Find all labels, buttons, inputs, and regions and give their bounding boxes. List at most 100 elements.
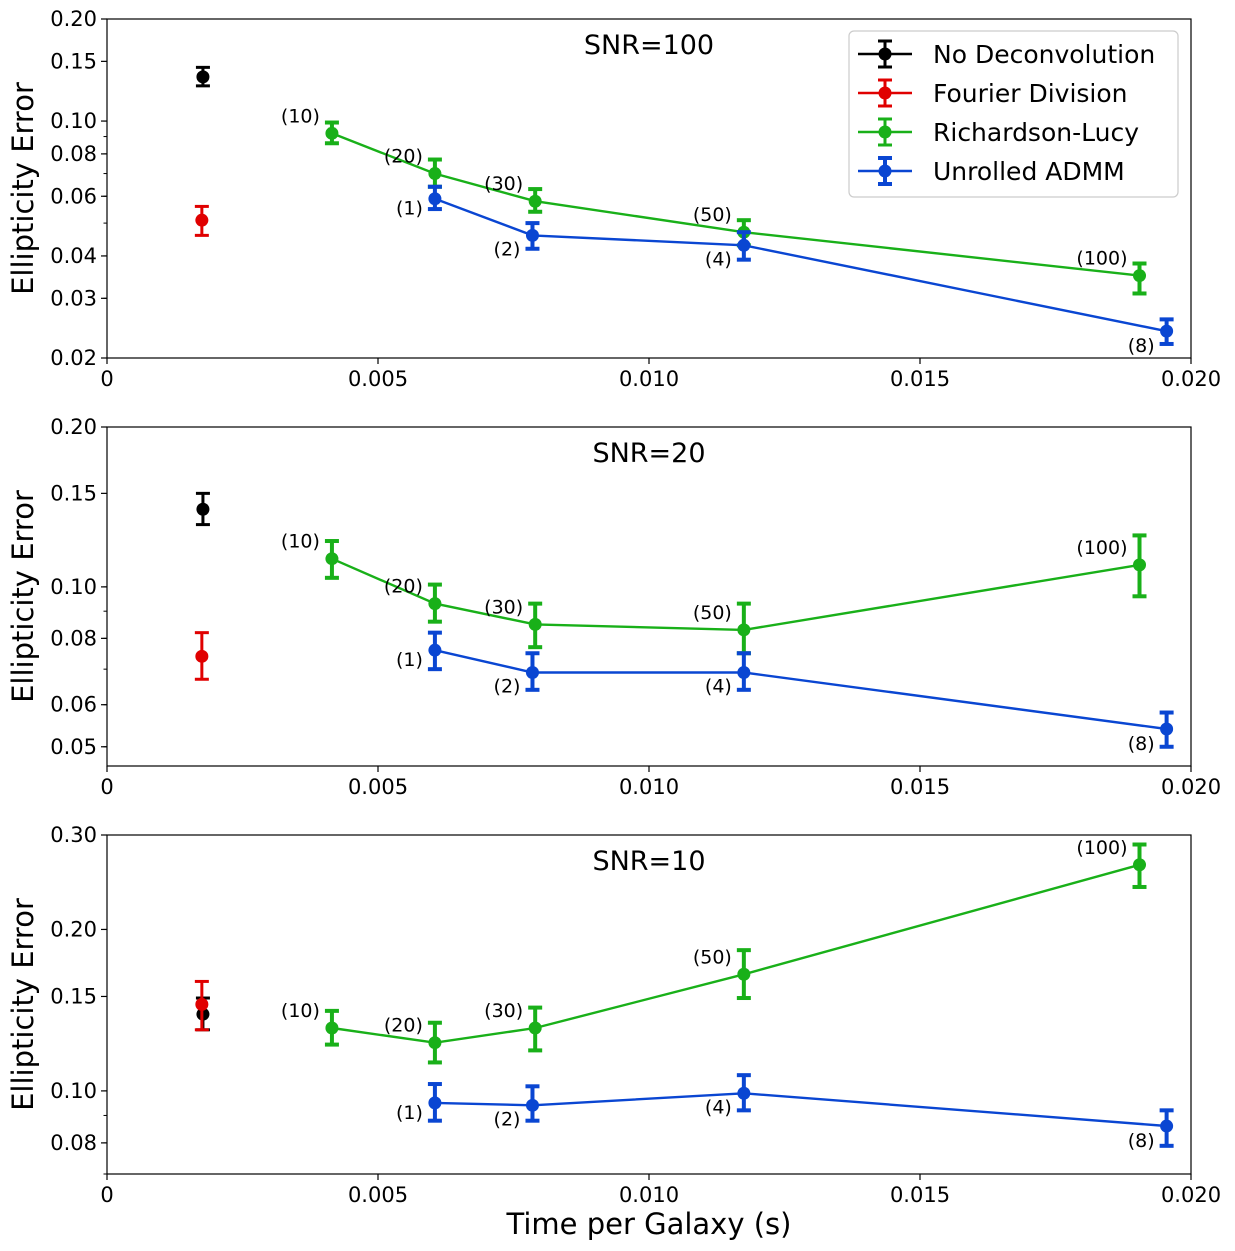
data-label: (4) bbox=[705, 675, 732, 697]
y-axis-label: Ellipticity Error bbox=[6, 898, 40, 1111]
data-point bbox=[1133, 558, 1147, 572]
chart-panel-snr-100: 0 0.005 0.010 0.015 0.020 0.02 0.03 0.04 0.06 0.0… bbox=[6, 7, 1221, 391]
data-label: (20) bbox=[384, 146, 423, 168]
y-tick-label: 0.05 bbox=[50, 735, 97, 759]
legend-entry-unrolled-admm: Unrolled ADMM bbox=[858, 156, 1125, 186]
series-unrolled-admm: (1) (2) (4) (8) bbox=[396, 630, 1174, 755]
data-label: (1) bbox=[396, 649, 423, 671]
data-point bbox=[525, 228, 539, 242]
x-tick-label: 0 bbox=[100, 367, 113, 391]
plot-frame bbox=[106, 834, 1192, 1175]
data-label: (10) bbox=[281, 105, 320, 127]
y-axis-label: Ellipticity Error bbox=[6, 82, 40, 295]
data-point bbox=[196, 502, 210, 516]
data-point bbox=[195, 997, 209, 1011]
y-tick-label: 0.04 bbox=[50, 244, 97, 268]
x-tick-label: 0 bbox=[100, 1183, 113, 1207]
data-point bbox=[1133, 858, 1147, 872]
data-point bbox=[325, 126, 339, 140]
y-tick-label: 0.10 bbox=[50, 1079, 97, 1103]
x-tick-label: 0.005 bbox=[348, 1183, 408, 1207]
data-label: (30) bbox=[484, 1000, 523, 1022]
series-fourier-division bbox=[194, 631, 209, 681]
data-label: (8) bbox=[1128, 335, 1155, 357]
legend-box bbox=[848, 30, 1179, 198]
series-fourier-division bbox=[194, 979, 209, 1032]
chart-title: SNR=100 bbox=[584, 30, 714, 61]
legend-marker bbox=[878, 164, 892, 178]
y-tick-label: 0.06 bbox=[50, 184, 97, 208]
data-label: (30) bbox=[484, 596, 523, 618]
series-richardson-lucy: (10) (20) (30) (50) (100) bbox=[281, 105, 1147, 296]
legend-label: Richardson-Lucy bbox=[933, 118, 1139, 147]
data-label: (4) bbox=[705, 248, 732, 270]
data-label: (1) bbox=[396, 198, 423, 220]
x-tick-label: 0.020 bbox=[1161, 775, 1221, 799]
x-tick-label: 0.020 bbox=[1161, 367, 1221, 391]
data-point bbox=[428, 1036, 442, 1050]
series-unrolled-admm: (1) (2) (4) (8) bbox=[396, 1073, 1174, 1152]
series-line bbox=[434, 197, 1167, 333]
data-point bbox=[737, 665, 751, 679]
data-label: (1) bbox=[396, 1102, 423, 1124]
data-point bbox=[325, 1021, 339, 1035]
chart-panel-snr-20: 0 0.005 0.010 0.015 0.020 0.05 0.06 0.08 0.10 0.1… bbox=[6, 415, 1221, 799]
legend-marker bbox=[878, 47, 892, 61]
chart-title: SNR=10 bbox=[592, 846, 705, 877]
data-label: (20) bbox=[384, 1015, 423, 1037]
legend-marker bbox=[878, 125, 892, 139]
data-point bbox=[525, 665, 539, 679]
y-tick-label: 0.20 bbox=[50, 917, 97, 941]
x-tick-label: 0.015 bbox=[890, 775, 950, 799]
legend: No Deconvolution Fourier Division Richards… bbox=[848, 30, 1179, 198]
data-point bbox=[525, 1098, 539, 1112]
legend-label: Fourier Division bbox=[933, 79, 1128, 108]
data-point bbox=[528, 1021, 542, 1035]
data-label: (10) bbox=[281, 1000, 320, 1022]
data-label: (4) bbox=[705, 1096, 732, 1118]
data-point bbox=[325, 552, 339, 566]
legend-label: Unrolled ADMM bbox=[933, 157, 1125, 186]
data-point bbox=[1160, 1119, 1174, 1133]
data-point bbox=[195, 649, 209, 663]
data-label: (100) bbox=[1076, 537, 1127, 559]
chart-title: SNR=20 bbox=[592, 438, 705, 469]
y-tick-label: 0.08 bbox=[50, 626, 97, 650]
x-tick-label: 0 bbox=[100, 775, 113, 799]
data-label: (2) bbox=[494, 1108, 521, 1130]
data-point bbox=[737, 1086, 751, 1100]
data-point bbox=[428, 192, 442, 206]
series-line bbox=[331, 863, 1140, 1044]
chart-panel-snr-10: 0 0.005 0.010 0.015 0.020 0.08 0.10 0.15 0.20 0.3… bbox=[6, 823, 1221, 1207]
y-tick-label: 0.02 bbox=[50, 346, 97, 370]
data-point bbox=[737, 623, 751, 637]
series-line bbox=[331, 557, 1140, 632]
legend-entry-fourier-division: Fourier Division bbox=[858, 78, 1128, 108]
x-tick-label: 0.010 bbox=[619, 367, 679, 391]
y-axis-label: Ellipticity Error bbox=[6, 490, 40, 703]
x-tick-label: 0.005 bbox=[348, 775, 408, 799]
data-label: (2) bbox=[494, 238, 521, 260]
series-no-deconvolution bbox=[195, 491, 210, 527]
y-tick-label: 0.15 bbox=[50, 481, 97, 505]
data-label: (8) bbox=[1128, 1130, 1155, 1152]
data-point bbox=[1160, 722, 1174, 736]
data-point bbox=[1160, 324, 1174, 338]
data-point bbox=[428, 597, 442, 611]
series-no-deconvolution bbox=[195, 65, 210, 88]
data-label: (8) bbox=[1128, 733, 1155, 755]
series-line bbox=[434, 649, 1167, 731]
legend-marker bbox=[878, 86, 892, 100]
data-point bbox=[528, 194, 542, 208]
data-point bbox=[1133, 269, 1147, 283]
x-tick-label: 0.010 bbox=[619, 775, 679, 799]
y-tick-label: 0.10 bbox=[50, 575, 97, 599]
legend-entry-richardson-lucy: Richardson-Lucy bbox=[858, 117, 1139, 147]
y-tick-label: 0.06 bbox=[50, 693, 97, 717]
series-richardson-lucy: (10) (20) (30) (50) (100) bbox=[281, 837, 1147, 1065]
series-line bbox=[434, 1092, 1167, 1128]
data-label: (2) bbox=[494, 675, 521, 697]
y-tick-label: 0.08 bbox=[50, 1131, 97, 1155]
y-tick-label: 0.20 bbox=[50, 7, 97, 31]
